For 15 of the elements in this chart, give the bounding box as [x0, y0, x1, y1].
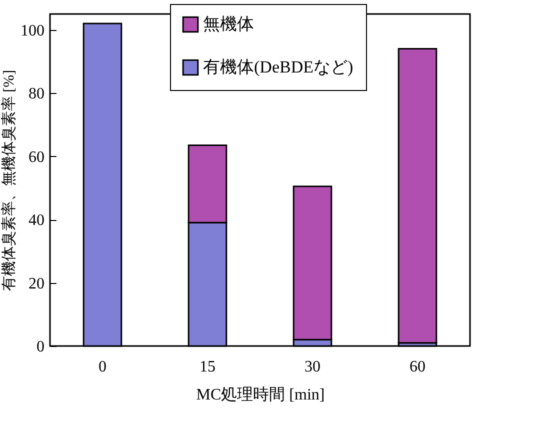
- y-tick-label: 40: [28, 212, 44, 230]
- y-tick-label: 0: [36, 338, 44, 356]
- x-tick-label: 0: [98, 358, 106, 376]
- bar: [398, 48, 438, 344]
- y-tick-label: 80: [28, 86, 44, 103]
- x-tick-label: 60: [410, 358, 426, 376]
- x-tick-label: 30: [304, 358, 320, 376]
- y-tick-label: 60: [28, 148, 44, 166]
- y-tick-label: 100: [20, 22, 44, 40]
- legend-label: 有機体(DeBDEなど): [203, 58, 354, 76]
- x-axis-title: MC処理時間 [min]: [196, 386, 325, 404]
- y-axis-title: 有機体臭素率、無機体臭素率 [%]: [0, 70, 18, 292]
- legend-label: 無機体: [203, 14, 254, 34]
- x-tick-label: 15: [200, 358, 216, 376]
- y-tick-label: 20: [28, 275, 44, 292]
